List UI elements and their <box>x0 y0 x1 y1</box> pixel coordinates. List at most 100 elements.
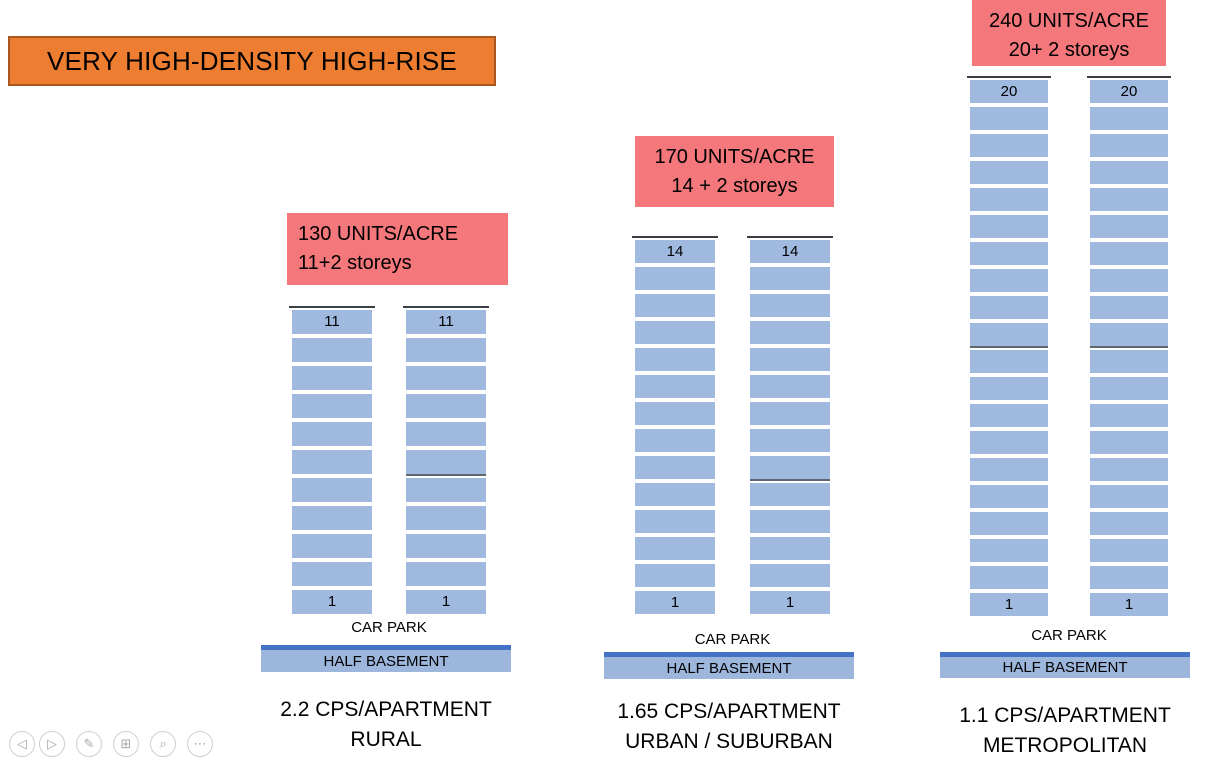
previous-slide-icon: ◁ <box>17 736 27 752</box>
tower-floor <box>292 450 372 474</box>
tower-floor <box>292 422 372 446</box>
tower-floor <box>406 450 486 476</box>
tower-floor: 11 <box>406 310 486 334</box>
caption: 2.2 CPS/APARTMENT RURAL <box>261 695 511 755</box>
tower-floor <box>750 267 830 290</box>
tower-floor <box>1090 566 1168 589</box>
tower-floor: 20 <box>970 80 1048 103</box>
tower-floor <box>750 537 830 560</box>
density-group-rural: 130 UNITS/ACRE 11+2 storeys 11 1 11 1 CAR … <box>261 213 511 763</box>
density-badge: 170 UNITS/ACRE 14 + 2 storeys <box>635 136 834 207</box>
tower-floor <box>970 242 1048 265</box>
density-badge: 240 UNITS/ACRE 20+ 2 storeys <box>972 0 1166 66</box>
tower-floor <box>750 483 830 506</box>
tower-floor <box>970 134 1048 157</box>
zoom-button[interactable]: ⌕ <box>150 731 176 757</box>
tower-floor <box>635 375 715 398</box>
tower-right: 14 1 <box>747 236 833 614</box>
half-basement-label: HALF BASEMENT <box>666 659 792 677</box>
tower-floor <box>1090 539 1168 562</box>
tower-floor <box>1090 215 1168 238</box>
density-units-label: 130 UNITS/ACRE <box>298 223 459 245</box>
tower-floor <box>635 456 715 479</box>
tower-floor <box>292 506 372 530</box>
half-basement-bar: HALF BASEMENT <box>940 652 1190 678</box>
next-slide-button[interactable]: ▷ <box>39 731 65 757</box>
see-all-slides-button[interactable]: ⊞ <box>113 731 139 757</box>
tower-floor <box>970 404 1048 427</box>
tower-floor <box>970 161 1048 184</box>
tower-floor <box>292 366 372 390</box>
tower-floor <box>292 562 372 586</box>
density-group-metropolitan: 240 UNITS/ACRE 20+ 2 storeys 20 1 20 1 CAR… <box>940 0 1190 763</box>
tower-left: 11 1 <box>289 306 375 614</box>
density-storeys-label: 11+2 storeys <box>298 252 412 274</box>
tower-floor <box>970 296 1048 319</box>
half-basement-bar: HALF BASEMENT <box>261 645 511 672</box>
tower-floor <box>1090 107 1168 130</box>
tower-floor <box>406 366 486 390</box>
tower-floor: 1 <box>1090 593 1168 616</box>
car-park-label: CAR PARK <box>694 631 771 648</box>
density-group-urban-suburban: 170 UNITS/ACRE 14 + 2 storeys 14 1 14 1 CA… <box>604 136 854 763</box>
tower-floor <box>1090 323 1168 348</box>
tower-floor <box>750 510 830 533</box>
tower-floor: 1 <box>970 593 1048 616</box>
tower-floor <box>970 107 1048 130</box>
caption-area-label: METROPOLITAN <box>982 734 1148 757</box>
half-basement-label: HALF BASEMENT <box>1002 659 1128 676</box>
tower-floor <box>970 512 1048 535</box>
caption: 1.65 CPS/APARTMENT URBAN / SUBURBAN <box>604 697 854 757</box>
tower-floor <box>1090 485 1168 508</box>
tower-floor <box>406 422 486 446</box>
car-park-label: CAR PARK <box>1031 627 1107 644</box>
tower-floor <box>1090 134 1168 157</box>
tower-floor <box>406 338 486 362</box>
more-options-icon: ⋯ <box>193 736 207 752</box>
tower-floor <box>970 350 1048 373</box>
tower-floor: 11 <box>292 310 372 334</box>
tower-floor: 14 <box>635 240 715 263</box>
tower-floor <box>970 188 1048 211</box>
tower-floor <box>635 483 715 506</box>
tower-floor <box>292 338 372 362</box>
pen-icon: ✎ <box>83 736 95 752</box>
tower-left: 14 1 <box>632 236 718 614</box>
half-basement-bar: HALF BASEMENT <box>604 652 854 679</box>
tower-floor <box>750 294 830 317</box>
caption: 1.1 CPS/APARTMENT METROPOLITAN <box>940 701 1190 761</box>
next-slide-icon: ▷ <box>47 736 57 752</box>
slide-title: VERY HIGH-DENSITY HIGH-RISE <box>8 36 496 86</box>
tower-floor: 1 <box>292 590 372 614</box>
zoom-icon: ⌕ <box>159 736 167 752</box>
tower-floor <box>635 510 715 533</box>
tower-floor <box>292 534 372 558</box>
tower-floor <box>1090 161 1168 184</box>
tower-floor <box>750 402 830 425</box>
car-park-label: CAR PARK <box>351 619 427 636</box>
tower-floor <box>750 429 830 452</box>
more-options-button[interactable]: ⋯ <box>187 731 213 757</box>
tower-floor <box>635 267 715 290</box>
tower-floor <box>1090 512 1168 535</box>
tower-floor: 1 <box>406 590 486 614</box>
presentation-toolbar: ◁ ▷ ✎ ⊞ ⌕ ⋯ <box>9 731 213 757</box>
tower-floor <box>635 402 715 425</box>
caption-cps-label: 1.65 CPS/APARTMENT <box>617 700 841 723</box>
half-basement-label: HALF BASEMENT <box>323 652 449 670</box>
density-storeys-label: 20+ 2 storeys <box>1008 39 1130 61</box>
tower-floor <box>635 321 715 344</box>
tower-floor <box>970 269 1048 292</box>
caption-cps-label: 2.2 CPS/APARTMENT <box>280 698 492 721</box>
previous-slide-button[interactable]: ◁ <box>9 731 35 757</box>
see-all-slides-icon: ⊞ <box>120 736 132 752</box>
density-storeys-label: 14 + 2 storeys <box>671 175 798 197</box>
pen-button[interactable]: ✎ <box>76 731 102 757</box>
tower-floor <box>970 539 1048 562</box>
tower-floor <box>970 458 1048 481</box>
tower-floor <box>1090 404 1168 427</box>
tower-floor <box>635 294 715 317</box>
tower-floor <box>1090 431 1168 454</box>
tower-floor <box>1090 296 1168 319</box>
